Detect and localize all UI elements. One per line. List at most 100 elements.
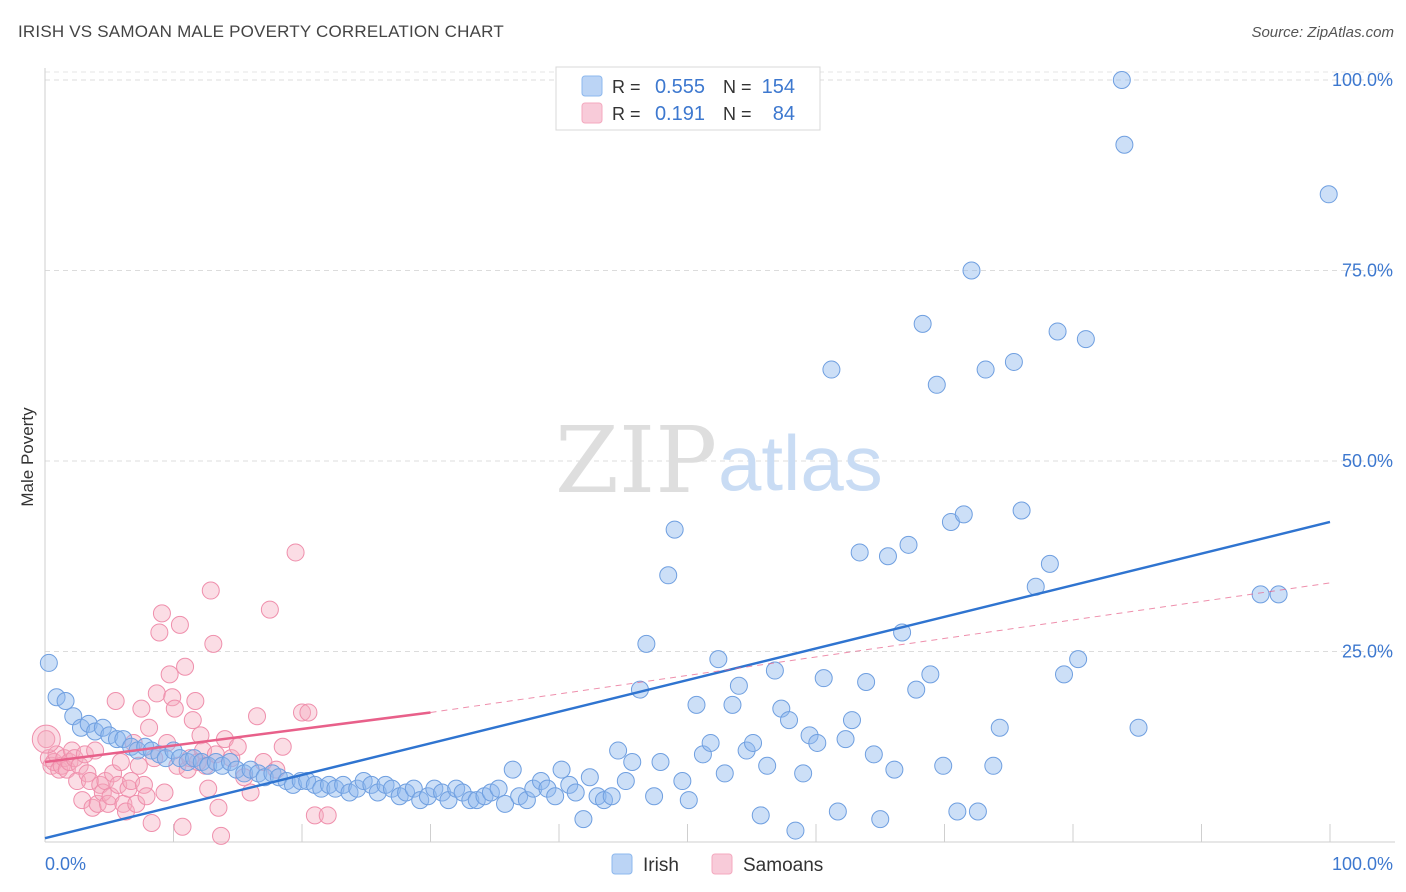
stats-legend-r-label: R = (612, 77, 641, 97)
irish-point (808, 733, 827, 752)
samoans-point (305, 806, 324, 825)
x-tick-label-min: 0.0% (45, 854, 86, 874)
samoans-point (201, 581, 220, 600)
stats-legend: R = 0.555 N = 154 R = 0.191 N = 84 (555, 66, 821, 131)
samoans-trendline (44, 711, 431, 764)
irish-point (659, 566, 678, 585)
watermark-atlas: atlas (718, 419, 883, 507)
irish-point (976, 360, 995, 379)
samoans-point (116, 802, 135, 821)
samoans-point (186, 692, 205, 711)
series-legend-label: Samoans (743, 855, 823, 876)
irish-point (800, 726, 819, 745)
samoans-point (165, 699, 184, 718)
irish-point (878, 547, 897, 566)
irish-point (552, 760, 571, 779)
irish-point (503, 760, 522, 779)
samoans-point (212, 826, 231, 845)
irish-point (968, 802, 987, 821)
watermark-zip: ZIP (555, 407, 717, 514)
irish-point (836, 730, 855, 749)
irish-point (780, 711, 799, 730)
samoans-point (140, 718, 159, 737)
irish-point (574, 810, 593, 829)
samoans-point (273, 737, 292, 756)
irish-point (729, 676, 748, 695)
irish-point (1129, 718, 1148, 737)
irish-point (737, 741, 756, 760)
samoans-point (80, 772, 99, 791)
irish-point (524, 779, 543, 798)
irish-point (1319, 185, 1338, 204)
irish-point (79, 714, 98, 733)
samoans-point (142, 813, 161, 832)
irish-point (1004, 352, 1023, 371)
samoans-point (163, 688, 182, 707)
series-legend: Irish Samoans (611, 853, 823, 876)
irish-point (814, 669, 833, 688)
irish-point (93, 718, 112, 737)
samoans-point (73, 791, 92, 810)
stats-legend-r-value: 0.191 (655, 103, 705, 125)
samoans-point (155, 783, 174, 802)
samoans-point (173, 817, 192, 836)
stats-legend-n-label: N = (723, 104, 752, 124)
samoans-point (176, 657, 195, 676)
samoans-point (293, 703, 311, 722)
irish-point (1012, 501, 1031, 520)
samoans-point (286, 543, 305, 562)
irish-point (546, 787, 565, 806)
samoans-point-large (31, 724, 61, 754)
samoans-point (160, 665, 179, 684)
samoans-point (111, 752, 130, 771)
irish-point (39, 653, 58, 672)
irish-point (107, 730, 126, 749)
irish-point (828, 802, 847, 821)
irish-point (723, 695, 742, 714)
samoans-point (318, 806, 337, 825)
irish-point (921, 665, 940, 684)
irish-point (907, 680, 926, 699)
irish-point (496, 794, 515, 813)
irish-point (842, 711, 861, 730)
samoans-point (152, 604, 171, 623)
irish-point (758, 756, 777, 775)
irish-point (665, 520, 684, 539)
irish-point (538, 779, 557, 798)
irish-point (927, 375, 946, 394)
irish-point (114, 730, 133, 749)
samoans-trendline-extension (430, 582, 1331, 713)
irish-point (334, 775, 353, 794)
irish-point (609, 741, 628, 760)
irish-point (489, 779, 508, 798)
y-tick-label: 50.0% (1342, 451, 1393, 471)
irish-point (744, 733, 763, 752)
samoans-point (37, 730, 56, 749)
irish-point (1251, 585, 1270, 604)
y-tick-label: 75.0% (1342, 261, 1393, 281)
irish-point (962, 261, 981, 280)
x-tick-label-max: 100.0% (1332, 854, 1393, 874)
samoans-point (106, 692, 125, 711)
irish-point (687, 695, 706, 714)
irish-point (651, 752, 670, 771)
irish-point (56, 692, 75, 711)
irish-point (156, 749, 175, 768)
irish-point (532, 772, 551, 791)
irish-point (433, 783, 452, 802)
y-tick-label: 100.0% (1332, 70, 1393, 90)
irish-point (1115, 135, 1134, 154)
irish-point (1069, 650, 1088, 669)
irish-point (1076, 330, 1095, 349)
samoans-points (31, 543, 337, 845)
stats-legend-swatch (581, 75, 603, 97)
samoans-point (132, 699, 151, 718)
samoans-point (137, 787, 156, 806)
stats-legend-r-label: R = (612, 104, 641, 124)
irish-point (1048, 322, 1067, 341)
irish-point (461, 791, 480, 810)
samoans-point (150, 623, 169, 642)
irish-point (673, 772, 692, 791)
samoans-point (235, 768, 254, 787)
